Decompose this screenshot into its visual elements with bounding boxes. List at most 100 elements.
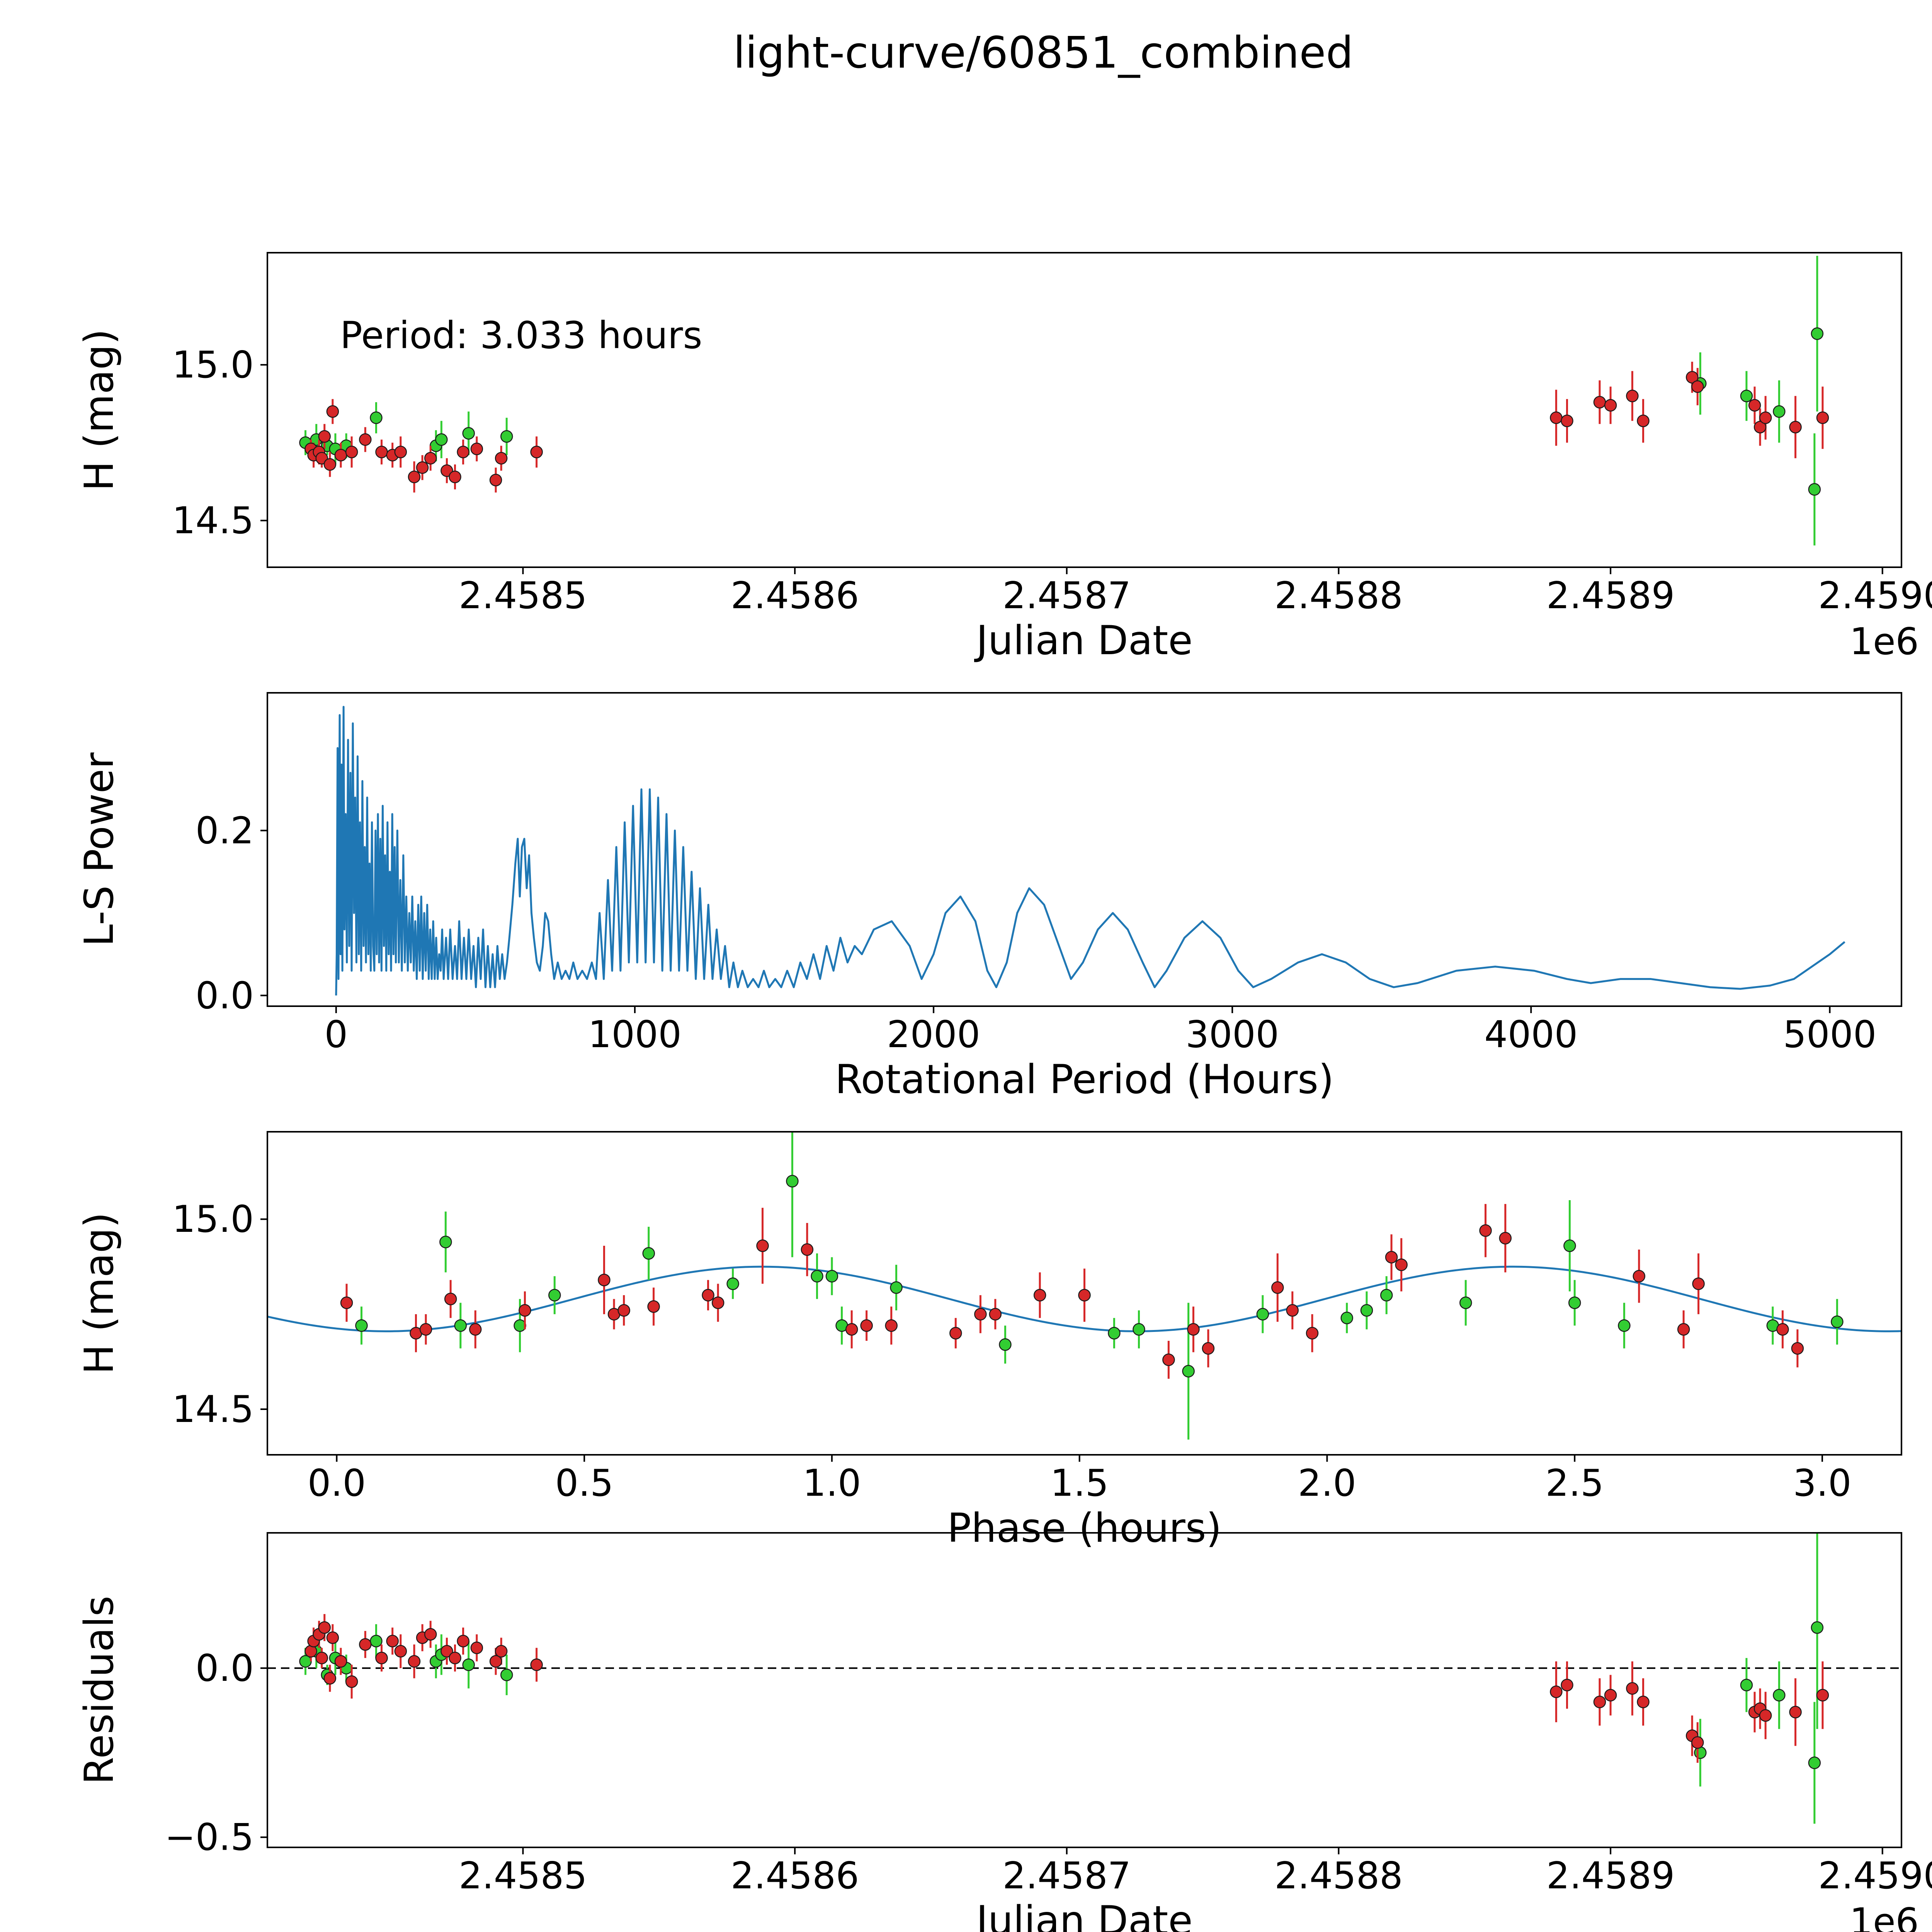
periodogram-frame (267, 692, 1902, 1007)
x-tick-label: 2.4589 (1546, 1855, 1675, 1897)
data-point (462, 1658, 475, 1671)
x-axis-offset-label: 1e6 (1850, 621, 1919, 663)
data-point (885, 1319, 898, 1332)
data-point (825, 1270, 838, 1282)
data-point (617, 1304, 630, 1317)
jd_lightcurve-data-layer (299, 256, 1829, 546)
data-point (1479, 1224, 1492, 1237)
y-tick-label: 15.0 (172, 344, 254, 386)
x-tick-label: 2.4587 (1003, 575, 1131, 617)
data-point (1271, 1281, 1284, 1294)
data-point (1286, 1304, 1299, 1317)
dataset-red (340, 1204, 1804, 1379)
data-point (999, 1338, 1012, 1351)
data-point (845, 1323, 858, 1336)
data-point (1831, 1315, 1844, 1328)
data-point (370, 411, 383, 424)
data-point (890, 1281, 903, 1294)
data-point (1685, 371, 1699, 384)
residuals-frame (267, 1532, 1902, 1848)
data-point (1133, 1323, 1145, 1336)
y-tick-label: 0.2 (196, 810, 254, 852)
data-point (469, 1323, 482, 1336)
data-point (1561, 414, 1573, 427)
x-tick-label: 2.4587 (1003, 1855, 1131, 1897)
data-point (345, 1675, 358, 1688)
data-point (340, 1296, 353, 1309)
data-point (811, 1270, 823, 1282)
y-tick-label: 14.5 (172, 1388, 254, 1431)
data-point (359, 1638, 372, 1651)
fit-curve (267, 1265, 1901, 1332)
dataset-green (355, 1132, 1844, 1440)
data-point (495, 1645, 508, 1658)
data-point (1340, 1311, 1353, 1325)
data-point (416, 461, 429, 474)
data-point (1568, 1296, 1581, 1309)
data-point (1808, 483, 1821, 496)
data-point (647, 1300, 660, 1313)
data-point (1033, 1289, 1046, 1302)
residuals-data-layer (267, 1533, 1901, 1824)
dataset-red (304, 1614, 1829, 1763)
data-point (457, 1634, 469, 1648)
data-point (598, 1274, 611, 1286)
data-point (318, 430, 331, 443)
y-tick-label: 14.5 (172, 500, 254, 542)
data-point (1811, 1621, 1824, 1634)
data-point (439, 1235, 452, 1248)
data-point (394, 446, 407, 459)
data-point (860, 1319, 873, 1332)
data-point (1499, 1232, 1512, 1245)
data-point (1380, 1289, 1393, 1302)
data-point (1550, 1685, 1563, 1698)
data-point (1691, 380, 1704, 393)
data-point (1808, 1756, 1821, 1769)
x-tick-label: 2.4585 (459, 575, 587, 617)
data-point (989, 1308, 1002, 1321)
data-point (408, 471, 421, 483)
data-point (530, 1658, 543, 1671)
data-point (359, 433, 372, 446)
periodogram-ylabel: L-S Power (76, 752, 122, 947)
data-point (318, 1621, 331, 1634)
periodogram-line (335, 706, 1845, 996)
periodogram-data-layer (335, 706, 1845, 996)
data-point (462, 427, 475, 440)
x-tick-label: 3000 (1185, 1014, 1279, 1056)
x-tick-label: 0 (325, 1014, 348, 1056)
data-point (1561, 1679, 1573, 1692)
data-point (1773, 405, 1786, 418)
data-point (1395, 1258, 1408, 1271)
data-point (1776, 1323, 1789, 1336)
data-point (394, 1645, 407, 1658)
data-point (1773, 1689, 1786, 1702)
data-point (1759, 411, 1772, 424)
data-point (1593, 1696, 1606, 1708)
x-tick-label: 3.0 (1793, 1462, 1851, 1505)
data-point (1202, 1342, 1215, 1355)
data-point (1593, 396, 1606, 409)
data-point (408, 1655, 421, 1668)
data-point (424, 1628, 437, 1641)
data-point (323, 1672, 337, 1685)
x-tick-label: 2.5 (1546, 1462, 1604, 1505)
data-point (1740, 389, 1753, 402)
data-point (489, 474, 502, 486)
data-point (1162, 1353, 1175, 1366)
data-point (370, 1634, 383, 1648)
data-point (500, 1668, 513, 1681)
phase_curve-panel: 0.0 0.5 1.0 1.5 2.0 2.5 3.0 15.0 14.5 Phase (hour… (76, 1131, 1902, 1551)
data-point (1182, 1365, 1195, 1378)
x-axis-offset-label: 1e6 (1850, 1901, 1919, 1932)
data-point (1637, 414, 1650, 427)
x-tick-label: 2.4585 (459, 1855, 587, 1897)
x-tick-label: 4000 (1484, 1014, 1578, 1056)
data-point (1306, 1327, 1319, 1340)
data-point (1633, 1270, 1646, 1282)
x-tick-label: 1000 (588, 1014, 682, 1056)
